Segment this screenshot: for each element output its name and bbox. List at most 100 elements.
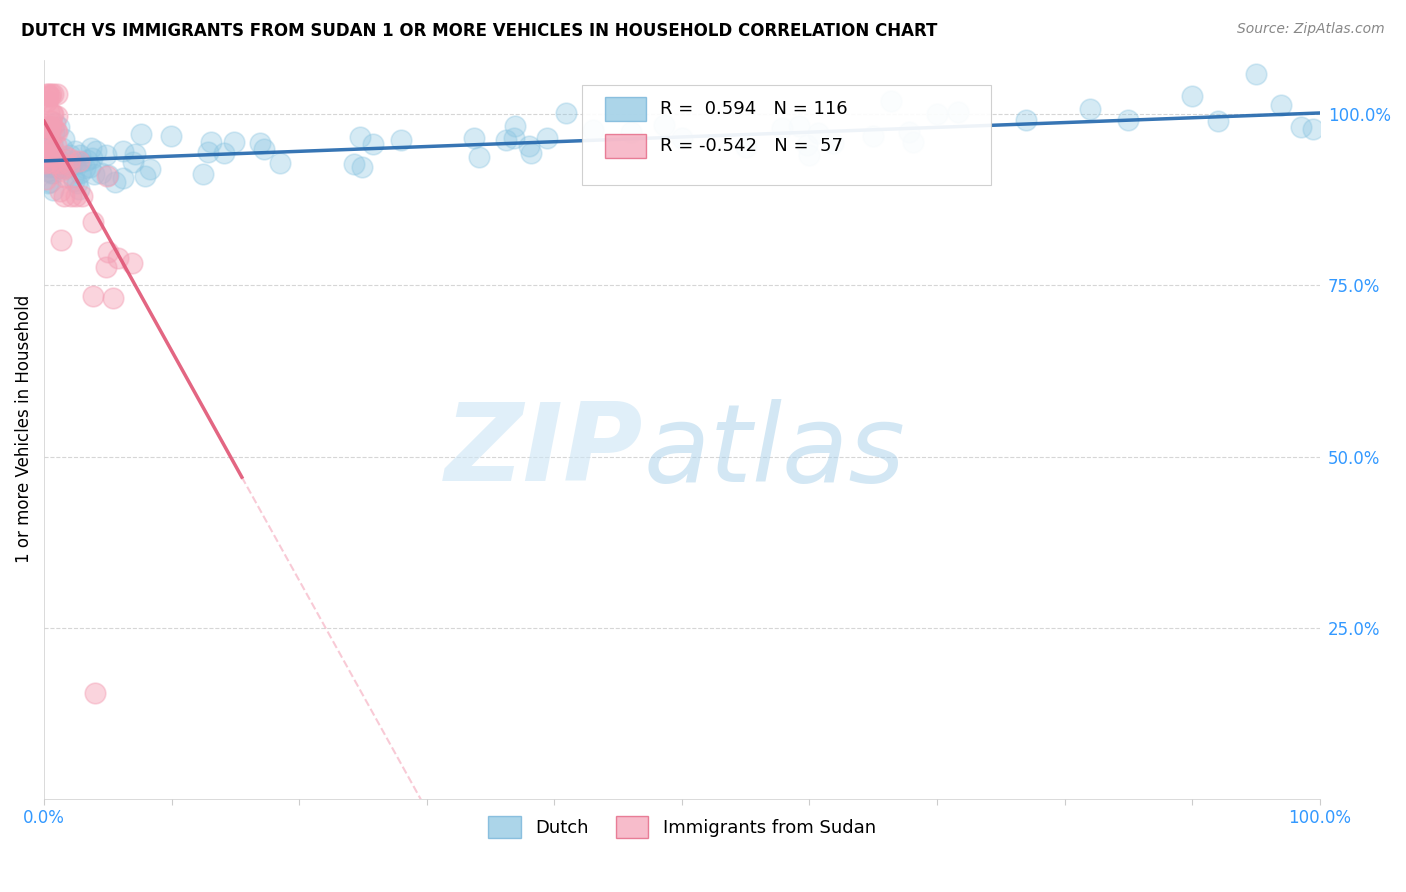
Point — [70, 155, 93, 169]
Point — [45, 87, 67, 101]
Point — [45, 161, 67, 175]
Y-axis label: 1 or more Vehicles in Household: 1 or more Vehicles in Household — [15, 295, 32, 564]
Point — [39, 121, 62, 136]
Point — [807, 126, 830, 140]
Point — [69, 147, 91, 161]
Point — [94, 147, 117, 161]
Point — [97, 245, 120, 260]
Point — [38, 160, 60, 174]
Point — [79, 160, 101, 174]
Point — [34, 148, 56, 162]
Point — [80, 141, 103, 155]
Point — [38, 153, 60, 167]
Point — [37, 153, 59, 168]
Point — [35, 157, 58, 171]
Point — [69, 166, 91, 180]
Point — [35, 87, 58, 101]
Point — [519, 145, 541, 160]
Point — [53, 148, 76, 162]
Point — [34, 155, 56, 169]
Point — [253, 142, 276, 156]
Point — [821, 136, 844, 150]
Text: Source: ZipAtlas.com: Source: ZipAtlas.com — [1237, 22, 1385, 37]
Point — [49, 156, 72, 170]
Point — [946, 105, 969, 120]
Point — [652, 118, 675, 132]
Point — [63, 157, 86, 171]
Point — [37, 148, 59, 162]
Point — [468, 150, 491, 164]
Point — [734, 140, 756, 154]
Point — [620, 125, 643, 139]
Point — [124, 147, 146, 161]
Point — [42, 156, 65, 170]
Point — [38, 135, 60, 149]
Point — [1181, 89, 1204, 103]
FancyBboxPatch shape — [582, 86, 991, 186]
Point — [67, 154, 90, 169]
Point — [42, 120, 65, 134]
Point — [536, 130, 558, 145]
Point — [42, 184, 65, 198]
Point — [122, 155, 145, 169]
Text: DUTCH VS IMMIGRANTS FROM SUDAN 1 OR MORE VEHICLES IN HOUSEHOLD CORRELATION CHART: DUTCH VS IMMIGRANTS FROM SUDAN 1 OR MORE… — [21, 22, 938, 40]
Point — [37, 164, 59, 178]
Point — [129, 127, 152, 141]
Point — [349, 130, 371, 145]
Point — [41, 159, 63, 173]
Point — [39, 120, 62, 135]
Point — [1302, 122, 1324, 136]
Text: R =  0.594   N = 116: R = 0.594 N = 116 — [661, 100, 848, 118]
Point — [41, 107, 63, 121]
Point — [160, 129, 183, 144]
Point — [35, 151, 58, 165]
Point — [49, 233, 72, 247]
Point — [53, 170, 76, 185]
Point — [34, 140, 56, 154]
Point — [84, 144, 107, 158]
Point — [82, 151, 104, 165]
Point — [463, 130, 485, 145]
Point — [503, 119, 526, 133]
Point — [37, 128, 59, 142]
Point — [45, 137, 67, 152]
Point — [770, 121, 793, 136]
Point — [59, 189, 82, 203]
Point — [58, 157, 80, 171]
Bar — [606, 97, 647, 121]
Point — [45, 153, 67, 168]
Point — [84, 686, 107, 700]
Point — [42, 125, 65, 139]
Point — [1078, 102, 1101, 116]
Point — [82, 289, 104, 303]
Point — [38, 143, 60, 157]
Point — [90, 165, 112, 179]
Point — [361, 137, 384, 152]
Point — [42, 156, 65, 170]
Point — [671, 131, 693, 145]
Point — [35, 153, 58, 167]
Point — [39, 120, 62, 134]
Point — [42, 87, 65, 101]
Point — [554, 106, 576, 120]
Point — [269, 156, 291, 170]
Point — [59, 153, 82, 167]
Point — [51, 162, 73, 177]
Point — [45, 109, 67, 123]
Point — [581, 122, 603, 136]
Point — [75, 161, 97, 175]
Point — [53, 189, 76, 203]
Point — [193, 167, 215, 181]
Point — [53, 153, 76, 167]
Point — [83, 167, 105, 181]
Point — [35, 139, 58, 153]
Point — [121, 256, 143, 270]
Point — [1289, 120, 1312, 134]
Point — [44, 151, 66, 165]
Point — [34, 131, 56, 145]
Point — [41, 113, 63, 128]
Bar — [606, 135, 647, 158]
Point — [38, 157, 60, 171]
Point — [1206, 113, 1229, 128]
Point — [49, 160, 72, 174]
